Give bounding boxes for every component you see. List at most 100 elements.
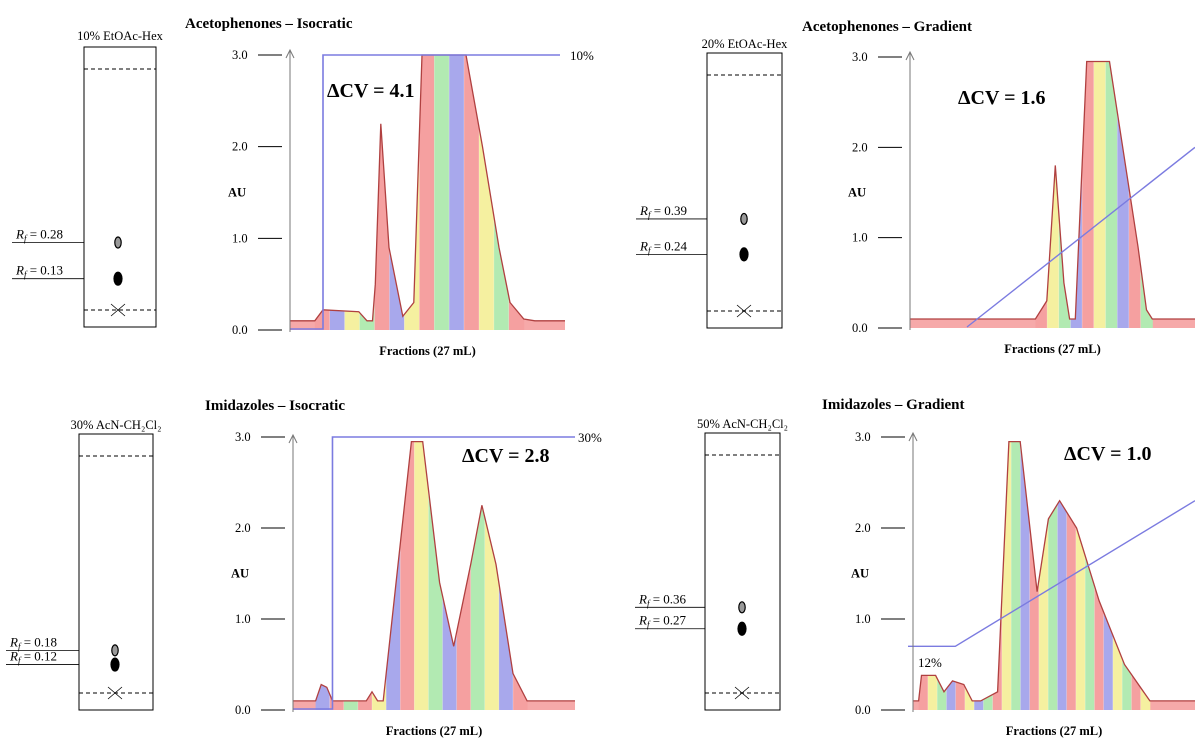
chromatogram-trace <box>293 440 575 702</box>
origin-mark-icon <box>107 686 123 700</box>
rf-value: = 0.18 <box>20 634 57 649</box>
rf-label: Rf = 0.24 <box>639 238 688 255</box>
fraction-band-yellow <box>964 441 975 710</box>
fraction-band-red <box>357 441 373 710</box>
y-tick-label: 3.0 <box>235 430 251 444</box>
chromatogram: 30% 0.0 1.0 2.0 3.0 AU Fractions (27 mL) ΔCV = … <box>231 430 602 738</box>
y-axis-label: AU <box>228 186 246 200</box>
y-axis-label: AU <box>231 567 249 581</box>
fraction-band-red <box>955 441 966 710</box>
fraction-band-blue <box>386 441 401 710</box>
y-tick-label: 2.0 <box>855 521 871 535</box>
rf-value: = 0.24 <box>650 238 687 253</box>
fraction-band-red <box>464 55 480 330</box>
panel-title: Acetophenones – Isocratic <box>185 16 353 32</box>
origin-mark-icon <box>736 304 752 318</box>
rf-label: Rf = 0.13 <box>15 263 63 280</box>
fraction-band-yellow <box>1093 61 1106 328</box>
gradient-line <box>966 146 1195 328</box>
y-axis-arrow-icon <box>908 431 918 442</box>
gradient-label: 30% <box>578 430 602 445</box>
rf-label: Rf = 0.39 <box>639 203 687 220</box>
rf-label: Rf = 0.36 <box>638 591 687 608</box>
gradient-line <box>293 436 575 710</box>
fraction-band-red <box>1128 61 1142 328</box>
y-tick-label: 1.0 <box>855 612 871 626</box>
fraction-band-yellow <box>1112 441 1123 710</box>
delta-cv-annotation: ΔCV = 1.0 <box>1064 443 1151 465</box>
panel-1: Acetophenones – Isocratic 10% EtOAc-Hex Rf… <box>12 16 594 358</box>
rf-label: Rf = 0.12 <box>9 649 57 666</box>
tlc-solvent-label: 10% EtOAc-Hex <box>77 29 163 43</box>
y-tick-label: 3.0 <box>855 430 871 444</box>
fraction-band-green <box>343 441 359 710</box>
tlc-plate-border <box>83 46 157 328</box>
chromatogram-trace <box>289 54 565 322</box>
tlc-plate-border <box>704 432 781 711</box>
rf-value: = 0.28 <box>26 227 63 242</box>
rf-label: Rf = 0.27 <box>638 613 687 630</box>
y-tick-label: 2.0 <box>235 521 251 535</box>
y-tick-label: 2.0 <box>852 140 868 154</box>
y-tick-label: 0.0 <box>855 703 871 717</box>
y-axis-arrow-icon <box>288 433 298 444</box>
rf-symbol: R <box>638 591 647 606</box>
fraction-band-green <box>983 441 994 710</box>
y-axis-arrow-icon <box>285 48 295 59</box>
chromatogram: 10% 0.0 1.0 2.0 3.0 AU Fractions (27 mL) ΔCV = … <box>228 48 594 358</box>
origin-mark-icon <box>734 686 750 700</box>
tlc-spot <box>738 601 746 614</box>
rf-value: = 0.39 <box>650 203 687 218</box>
fraction-band-yellow <box>372 441 387 710</box>
rf-symbol: R <box>639 203 648 218</box>
rf-subscript: f <box>647 620 651 630</box>
fraction-band-yellow <box>414 441 429 710</box>
fraction-band-yellow <box>1075 441 1086 710</box>
rf-symbol: R <box>15 227 24 242</box>
x-axis-label: Fractions (27 mL) <box>379 344 476 358</box>
rf-value: = 0.36 <box>649 591 686 606</box>
chromatogram-trace <box>909 60 1195 320</box>
fraction-bands <box>315 441 528 710</box>
rf-symbol: R <box>9 634 18 649</box>
fraction-band-blue <box>498 441 514 710</box>
fraction-band-red <box>508 55 525 330</box>
fraction-band-blue <box>449 55 465 330</box>
tlc-spot <box>737 621 747 636</box>
y-tick-label: 1.0 <box>852 231 868 245</box>
fraction-bands <box>1035 61 1153 328</box>
fraction-band-green <box>1085 441 1095 710</box>
x-axis-label: Fractions (27 mL) <box>386 724 483 738</box>
panel-title: Imidazoles – Isocratic <box>205 398 345 414</box>
gradient-label: 10% <box>570 48 594 63</box>
rf-label: Rf = 0.28 <box>15 227 63 244</box>
tlc-solvent-label: 30% AcN-CH₂Cl₂ <box>70 418 161 432</box>
fraction-band-yellow <box>1001 441 1012 710</box>
panel-title: Imidazoles – Gradient <box>822 397 965 413</box>
rf-value: = 0.13 <box>26 263 63 278</box>
y-tick-label: 3.0 <box>852 50 868 64</box>
y-tick-label: 1.0 <box>232 231 248 245</box>
tlc-solvent-label: 50% AcN-CH₂Cl₂ <box>697 417 788 431</box>
fraction-band-green <box>434 55 450 330</box>
chromatogram-trace <box>913 440 1195 702</box>
fraction-band-red <box>513 441 528 710</box>
tlc-plate: 50% AcN-CH₂Cl₂ Rf = 0.36 Rf = 0.27 <box>635 417 788 711</box>
fraction-band-blue <box>1057 441 1068 710</box>
fraction-band-red <box>1094 441 1105 710</box>
tlc-spot <box>740 212 748 226</box>
origin-mark-icon <box>110 303 126 317</box>
fraction-band-blue <box>946 441 957 710</box>
rf-symbol: R <box>9 649 18 664</box>
fraction-band-green <box>1011 441 1021 710</box>
fraction-band-green <box>428 441 443 710</box>
rf-subscript: f <box>24 270 28 280</box>
panel-2: Acetophenones – Gradient 20% EtOAc-Hex Rf … <box>636 19 1195 356</box>
fraction-band-green <box>1105 61 1118 328</box>
delta-cv-annotation: ΔCV = 1.6 <box>958 87 1045 109</box>
gradient-label: 12% <box>918 655 942 670</box>
